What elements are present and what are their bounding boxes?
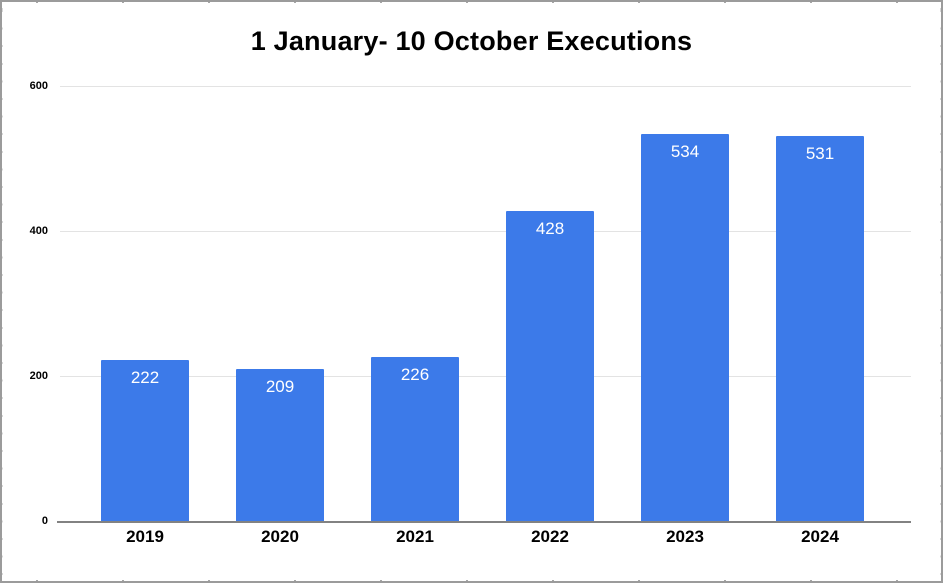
gridline-200 [60,376,911,377]
gridline-600 [60,86,911,87]
chart-title: 1 January- 10 October Executions [250,26,693,56]
bar-2020[interactable]: 209 [236,369,324,521]
x-tick-label-2019: 2019 [126,527,164,546]
y-tick-label-200: 200 [29,370,48,382]
y-tick-label-0: 0 [41,515,48,527]
x-axis-line [57,521,911,523]
x-tick-label-2021: 2021 [396,527,434,546]
value-label-2020: 209 [265,377,295,397]
value-label-2022: 428 [535,218,565,238]
value-label-2019: 222 [130,368,160,388]
x-tick-label-2023: 2023 [666,527,704,546]
bar-2023[interactable]: 534 [641,133,729,521]
x-tick-label-2020: 2020 [261,527,299,546]
x-tick-label-2022: 2022 [531,527,569,546]
value-label-2023: 534 [670,141,700,161]
gridline-400 [60,231,911,232]
bar-2024[interactable]: 531 [776,136,864,521]
x-tick-label-2024: 2024 [801,527,839,546]
bar-2021[interactable]: 226 [371,357,459,521]
value-label-2024: 531 [805,144,835,164]
bar-2019[interactable]: 222 [101,360,189,521]
y-tick-label-400: 400 [29,225,48,237]
value-label-2021: 226 [400,365,430,385]
bar-2022[interactable]: 428 [506,210,594,521]
y-tick-label-600: 600 [29,80,48,92]
